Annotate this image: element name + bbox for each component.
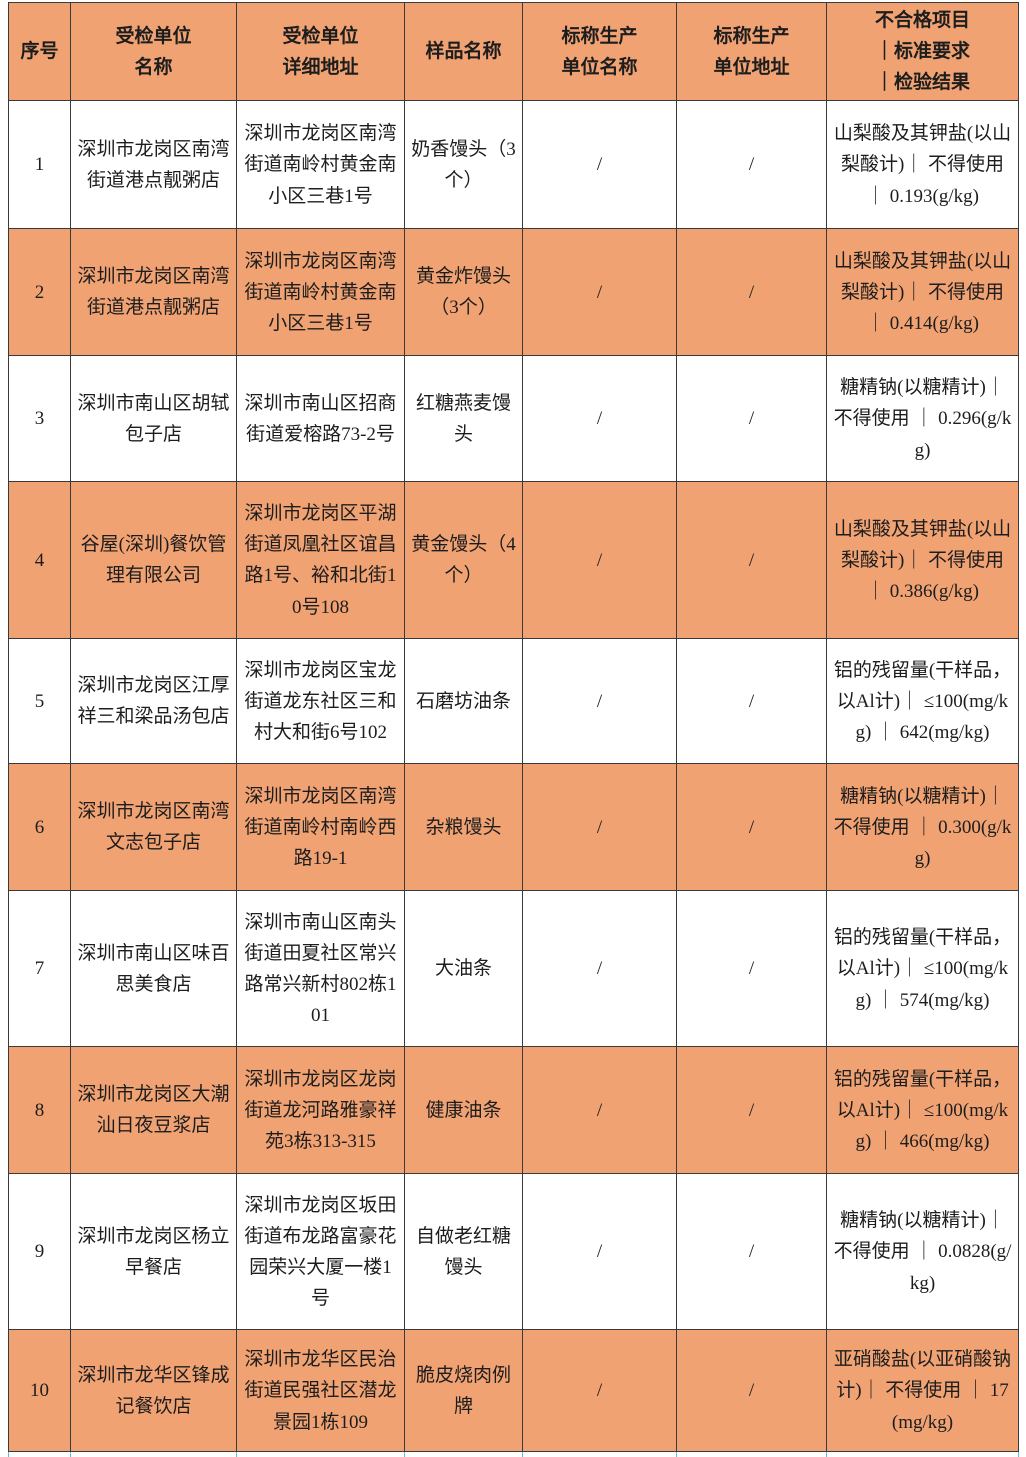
unit-name-cell: 深圳市龙岗区杨立早餐店	[70, 1173, 237, 1331]
producer-name-cell: /	[522, 481, 677, 640]
unit-name-cell: 深圳市龙岗区南湾街道港点靓粥店	[70, 228, 237, 357]
column-header-producer-name: 标称生产 单位名称	[522, 1, 677, 102]
unit-name-cell: 谷屋(深圳)餐饮管理有限公司	[70, 481, 237, 640]
row-number-cell: 9	[8, 1173, 71, 1331]
producer-address-cell: /	[676, 638, 827, 765]
result-cell: 山梨酸及其钾盐(以山梨酸计)｜ 不得使用 ｜ 0.414(g/kg)	[826, 228, 1019, 357]
unit-address-cell: 深圳市龙华区民治街道民强社区潜龙景园1栋109	[236, 1329, 405, 1453]
column-header-producer-address: 标称生产 单位地址	[676, 1, 827, 102]
producer-address-cell: /	[676, 1173, 827, 1331]
result-cell: 山梨酸及其钾盐(以山梨酸计)｜ 不得使用 ｜ 0.193(g/kg)	[826, 100, 1019, 230]
column-header-result: 不合格项目 ｜标准要求 ｜检验结果	[826, 1, 1019, 102]
producer-address-cell: /	[676, 100, 827, 230]
producer-address-cell: /	[676, 481, 827, 640]
result-cell: 铝的残留量(干样品，以Al计)｜ ≤100(mg/kg) ｜ 466(mg/kg…	[826, 1046, 1019, 1175]
unit-address-cell: 深圳市龙岗区南湾街道南岭村黄金南小区三巷1号	[236, 228, 405, 357]
row-number-cell: 4	[8, 481, 71, 640]
table-row: 1 深圳市龙岗区南湾街道港点靓粥店 深圳市龙岗区南湾街道南岭村黄金南小区三巷1号…	[8, 100, 1019, 230]
producer-name-cell: /	[522, 763, 677, 892]
header-row: 序号 受检单位 名称 受检单位 详细地址 样品名称 标称生产 单位名称 标称生产…	[8, 1, 1019, 102]
sample-name-cell: 奶香馒头（3个）	[404, 100, 523, 230]
unit-name-cell: 深圳市龙岗区大潮汕日夜豆浆店	[70, 1046, 237, 1175]
unit-name-cell: 深圳市龙华区锋成记餐饮店	[70, 1329, 237, 1453]
producer-address-cell: /	[676, 1329, 827, 1453]
producer-address-cell: /	[676, 763, 827, 892]
table-row: 5 深圳市龙岗区江厚祥三和梁品汤包店 深圳市龙岗区宝龙街道龙东社区三和村大和街6…	[8, 638, 1019, 765]
producer-name-cell: /	[522, 1329, 677, 1453]
unit-name-cell: 深圳市龙岗区江厚祥三和梁品汤包店	[70, 638, 237, 765]
column-header-index: 序号	[8, 1, 71, 102]
producer-address-cell: /	[676, 228, 827, 357]
column-header-sample-name: 样品名称	[404, 1, 523, 102]
table-row: 6 深圳市龙岗区南湾文志包子店 深圳市龙岗区南湾街道南岭村南岭西路19-1 杂粮…	[8, 763, 1019, 892]
sample-name-cell: 大油条	[404, 890, 523, 1048]
row-number-cell: 10	[8, 1329, 71, 1453]
table-row: 9 深圳市龙岗区杨立早餐店 深圳市龙岗区坂田街道布龙路富豪花园荣兴大厦一楼1号 …	[8, 1173, 1019, 1331]
column-header-unit-name: 受检单位 名称	[70, 1, 237, 102]
sample-name-cell: 健康油条	[404, 1046, 523, 1175]
row-number-cell: 2	[8, 228, 71, 357]
sample-name-cell: 黄金馒头（4个）	[404, 481, 523, 640]
unit-address-cell: 深圳市龙岗区宝龙街道龙东社区三和村大和街6号102	[236, 638, 405, 765]
row-number-cell: 8	[8, 1046, 71, 1175]
sample-name-cell: 红糖燕麦馒头	[404, 355, 523, 483]
producer-name-cell: /	[522, 355, 677, 483]
table-row: 8 深圳市龙岗区大潮汕日夜豆浆店 深圳市龙岗区龙岗街道龙河路雅豪祥苑3栋313-…	[8, 1046, 1019, 1175]
producer-address-cell: /	[676, 890, 827, 1048]
sample-name-cell: 石磨坊油条	[404, 638, 523, 765]
sample-name-cell: 脆皮烧肉例牌	[404, 1329, 523, 1453]
row-number-cell: 5	[8, 638, 71, 765]
producer-address-cell: /	[676, 355, 827, 483]
producer-name-cell: /	[522, 100, 677, 230]
unit-address-cell: 深圳市龙岗区坂田街道布龙路富豪花园荣兴大厦一楼1号	[236, 1173, 405, 1331]
unit-address-cell: 深圳市龙岗区平湖街道凤凰社区谊昌路1号、裕和北街10号108	[236, 481, 405, 640]
row-number-cell: 3	[8, 355, 71, 483]
producer-name-cell: /	[522, 638, 677, 765]
producer-name-cell: /	[522, 228, 677, 357]
unit-name-cell: 深圳市龙岗区南湾街道港点靓粥店	[70, 100, 237, 230]
result-cell: 糖精钠(以糖精计)｜ 不得使用 ｜ 0.300(g/kg)	[826, 763, 1019, 892]
row-number-cell: 1	[8, 100, 71, 230]
row-number-cell: 7	[8, 890, 71, 1048]
unit-address-cell: 深圳市龙岗区南湾街道南岭村黄金南小区三巷1号	[236, 100, 405, 230]
unit-name-cell: 深圳市南山区胡轼包子店	[70, 355, 237, 483]
column-header-unit-address: 受检单位 详细地址	[236, 1, 405, 102]
table-row: 3 深圳市南山区胡轼包子店 深圳市南山区招商街道爱榕路73-2号 红糖燕麦馒头 …	[8, 355, 1019, 483]
table-row: 7 深圳市南山区味百思美食店 深圳市南山区南头街道田夏社区常兴路常兴新村802栋…	[8, 890, 1019, 1048]
unit-address-cell: 深圳市龙岗区龙岗街道龙河路雅豪祥苑3栋313-315	[236, 1046, 405, 1175]
table-row: 10 深圳市龙华区锋成记餐饮店 深圳市龙华区民治街道民强社区潜龙景园1栋109 …	[8, 1329, 1019, 1453]
unit-address-cell: 深圳市南山区招商街道爱榕路73-2号	[236, 355, 405, 483]
table-row: 2 深圳市龙岗区南湾街道港点靓粥店 深圳市龙岗区南湾街道南岭村黄金南小区三巷1号…	[8, 228, 1019, 357]
sample-name-cell: 杂粮馒头	[404, 763, 523, 892]
result-cell: 铝的残留量(干样品，以Al计)｜ ≤100(mg/kg) ｜ 574(mg/kg…	[826, 890, 1019, 1048]
producer-name-cell: /	[522, 890, 677, 1048]
unit-address-cell: 深圳市龙岗区南湾街道南岭村南岭西路19-1	[236, 763, 405, 892]
table-body: 1 深圳市龙岗区南湾街道港点靓粥店 深圳市龙岗区南湾街道南岭村黄金南小区三巷1号…	[8, 100, 1019, 1457]
result-cell: 糖精钠(以糖精计)｜ 不得使用 ｜ 0.0828(g/kg)	[826, 1173, 1019, 1331]
unit-address-cell: 深圳市南山区南头街道田夏社区常兴路常兴新村802栋101	[236, 890, 405, 1048]
sample-name-cell: 自做老红糖馒头	[404, 1173, 523, 1331]
unit-name-cell: 深圳市南山区味百思美食店	[70, 890, 237, 1048]
result-cell: 铝的残留量(干样品，以Al计)｜ ≤100(mg/kg) ｜ 642(mg/kg…	[826, 638, 1019, 765]
producer-address-cell: /	[676, 1046, 827, 1175]
producer-name-cell: /	[522, 1173, 677, 1331]
table-row: 4 谷屋(深圳)餐饮管理有限公司 深圳市龙岗区平湖街道凤凰社区谊昌路1号、裕和北…	[8, 481, 1019, 640]
table-header: 序号 受检单位 名称 受检单位 详细地址 样品名称 标称生产 单位名称 标称生产…	[8, 1, 1019, 102]
row-number-cell: 6	[8, 763, 71, 892]
result-cell: 糖精钠(以糖精计)｜ 不得使用 ｜ 0.296(g/kg)	[826, 355, 1019, 483]
unit-name-cell: 深圳市龙岗区南湾文志包子店	[70, 763, 237, 892]
producer-name-cell: /	[522, 1046, 677, 1175]
result-cell: 亚硝酸盐(以亚硝酸钠计)｜ 不得使用 ｜ 17(mg/kg)	[826, 1329, 1019, 1453]
result-cell: 山梨酸及其钾盐(以山梨酸计)｜ 不得使用 ｜ 0.386(g/kg)	[826, 481, 1019, 640]
sample-name-cell: 黄金炸馒头（3个）	[404, 228, 523, 357]
inspection-table: 序号 受检单位 名称 受检单位 详细地址 样品名称 标称生产 单位名称 标称生产…	[8, 1, 1019, 1457]
